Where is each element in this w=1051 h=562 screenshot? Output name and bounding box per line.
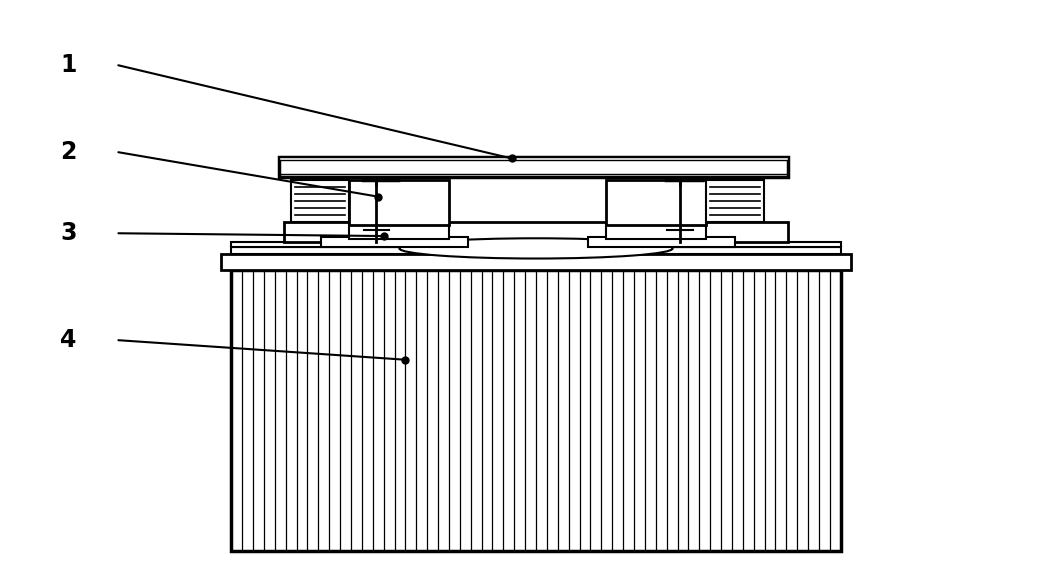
- Bar: [291, 180, 349, 222]
- Bar: [706, 180, 764, 222]
- Bar: [606, 225, 706, 239]
- Bar: [231, 242, 841, 247]
- Bar: [349, 180, 449, 225]
- Text: 4: 4: [60, 328, 77, 352]
- Text: 3: 3: [60, 221, 77, 245]
- Text: 2: 2: [60, 140, 77, 164]
- Bar: [606, 180, 706, 225]
- Bar: [279, 157, 788, 177]
- Ellipse shape: [399, 238, 673, 259]
- Bar: [349, 225, 449, 239]
- Bar: [231, 247, 841, 254]
- Bar: [588, 237, 735, 247]
- Bar: [321, 237, 468, 247]
- Bar: [231, 270, 841, 551]
- Text: 1: 1: [60, 53, 77, 76]
- Bar: [284, 222, 788, 242]
- Bar: [221, 254, 851, 270]
- Bar: [279, 157, 788, 160]
